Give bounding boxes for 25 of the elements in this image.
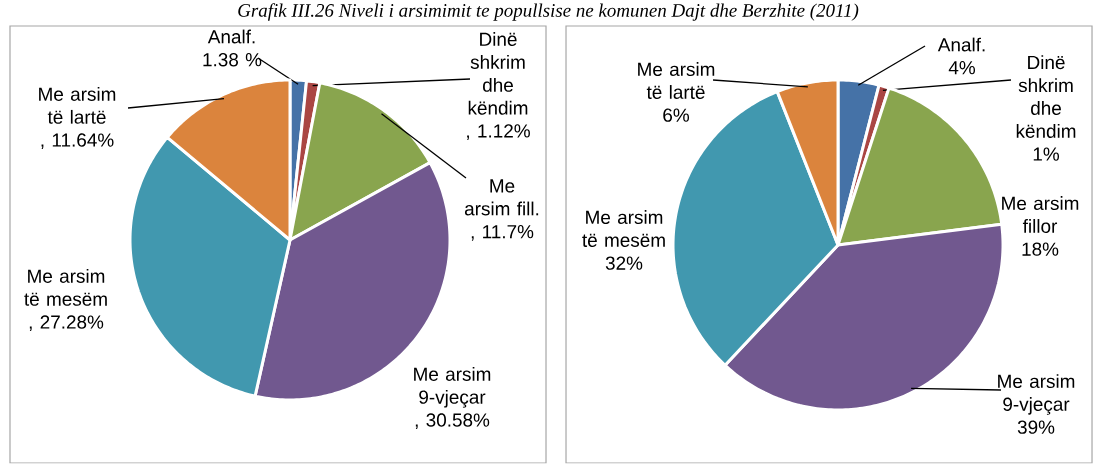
chart-title: Grafik III.26 Niveli i arsimimit te popullsise ne komunen Dajt dhe Berzhite (2011) (238, 3, 859, 21)
slice-label: Me arsim të lartë (39, 87, 116, 125)
slice-label: Me arsim fillor (1002, 196, 1079, 234)
slice-label: Analf. (207, 29, 255, 44)
data-label: , 30.58% (415, 413, 490, 430)
data-label: 4% (948, 61, 976, 75)
data-label: 39% (1017, 420, 1055, 435)
slice-label: Analf. (937, 37, 985, 52)
data-label: 18% (1022, 242, 1059, 257)
data-label: , 27.28% (29, 315, 104, 332)
slice-label: Me arsim të mesëm (582, 210, 665, 248)
slice-label: Me arsim 9-vjeçar (998, 374, 1075, 415)
data-label: 32% (605, 256, 643, 271)
slice-label: Me arsim 9-vjeçar (414, 367, 491, 408)
data-label: , 11.7% (471, 225, 534, 241)
data-label: 1.38 % (203, 53, 262, 67)
slice-label: Me arsim të mesëm (24, 269, 107, 307)
slice-label: Dinë shkrim dhe këndim (1016, 55, 1076, 139)
data-label: 1% (1033, 147, 1060, 161)
slice-label: Me arsim të lartë (638, 62, 715, 100)
slice-label: Me arsim fill. (464, 179, 539, 216)
data-label: 6% (663, 108, 690, 123)
slice-label: Dinë shkrim dhe këndim (468, 32, 528, 115)
data-label: , 1.12% (467, 124, 530, 141)
data-label: , 11.64% (41, 133, 114, 150)
